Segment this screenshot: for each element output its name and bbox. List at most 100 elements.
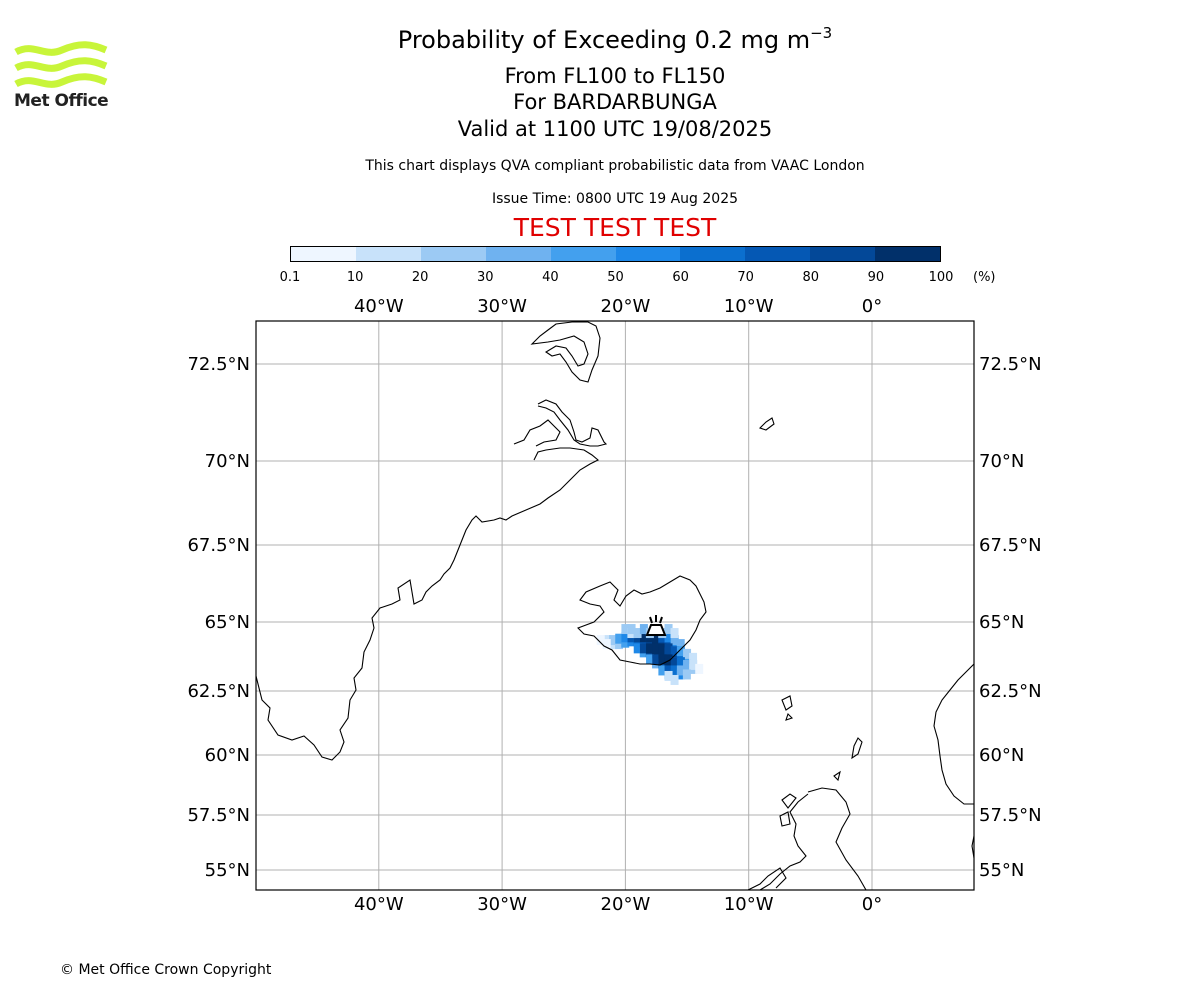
chart-title: Probability of Exceeding 0.2 mg m−3 [397,24,833,54]
plume-cell [664,624,673,635]
latitude-label: 62.5°N [979,681,1042,702]
plume-cell [683,648,692,659]
plume-cell [621,632,630,643]
plume-cell [664,665,673,676]
latitude-label: 55°N [979,860,1024,881]
longitude-label: 30°W [477,894,527,915]
ireland-coastline [747,867,787,890]
latitude-label: 62.5°N [187,681,250,702]
plume-cell [664,643,673,654]
latitude-label: 57.5°N [187,805,250,826]
longitude-label: 40°W [354,894,404,915]
colorbar-segment [810,247,876,261]
plume-cell [670,646,679,657]
plume-cell [689,652,698,663]
latitude-label: 65°N [205,612,250,633]
map-background [256,321,974,890]
colorbar-segment [550,247,616,261]
plume-cell [621,624,630,635]
latitude-label: 57.5°N [979,805,1042,826]
latitude-label: 60°N [979,745,1024,766]
latitude-label: 67.5°N [979,535,1042,556]
colorbar-segment [355,247,421,261]
colorbar-tick-label: 0.1 [279,270,301,285]
colorbar-tick-label: 70 [737,270,754,285]
denmark-coastline [971,835,974,859]
faroe-islands-coastline [781,695,794,721]
plume-cell [639,643,648,654]
plume-cell [658,643,667,654]
plume-cell [615,639,624,650]
colorbar-tick-label: 80 [802,270,820,285]
latitude-label: 72.5°N [979,354,1042,375]
longitude-label: 10°W [724,296,774,317]
colorbar-tick-label: 90 [867,270,885,285]
plume-cell [652,632,661,643]
copyright-notice: © Met Office Crown Copyright [60,962,272,978]
plume-cell [646,643,655,654]
colorbar-unit: (%) [973,270,996,285]
latitude-label: 70°N [979,451,1024,472]
coastlines [256,321,974,890]
colorbar-segment [420,247,486,261]
plume-cell [689,659,698,670]
plume-cell [676,646,685,657]
graticule [256,321,974,890]
plume-cell [652,643,661,654]
greenland-fjords [513,321,608,447]
colorbar-segment [680,247,746,261]
chart-description: This chart displays QVA compliant probab… [365,158,865,174]
issue-time: Issue Time: 0800 UTC 19 Aug 2025 [491,191,739,207]
colorbar-segment [485,247,551,261]
plume-cell [670,628,679,639]
plume-cell [627,624,636,635]
plume-cell [670,674,679,685]
latitude-label: 67.5°N [187,535,250,556]
logo-wordmark: Met Office [14,91,109,111]
colorbar-segment [291,247,356,261]
plume-cell [676,665,685,676]
plume-cell [615,633,624,644]
latitude-labels-right: 72.5°N 70°N 67.5°N 65°N 62.5°N 60°N 57.5°N 55°N [979,354,1042,881]
plume-cell [621,637,630,648]
plume-cell [633,643,642,654]
plume-cell [676,657,685,668]
latitude-label: 55°N [205,860,250,881]
plume-cell [682,669,691,680]
test-banner: TEST TEST TEST [513,213,717,242]
plume-cell [596,635,605,646]
latitude-label: 72.5°N [187,354,250,375]
iceland-coastline [577,575,707,666]
longitude-label: 0° [862,296,882,317]
latitude-label: 70°N [205,451,250,472]
plume-cell [639,632,648,643]
latitude-labels-left: 72.5°N 70°N 67.5°N 65°N 62.5°N 60°N 57.5°N 55°N [187,354,250,881]
norway-coastline [933,663,974,805]
plume-cell [664,670,673,681]
plume-cell [664,632,673,643]
plume-cell [609,635,618,646]
jan-mayen-coastline [758,417,775,431]
plume-cell [670,657,679,668]
longitude-labels-bottom: 40°W 30°W 20°W 10°W 0° [354,894,882,915]
colorbar-segment [745,247,811,261]
plume-cell [695,663,704,674]
longitude-labels-top: 40°W 30°W 20°W 10°W 0° [354,296,882,317]
colorbar-segment [615,247,681,261]
longitude-label: 20°W [601,894,651,915]
colorbar-tick-label: 40 [542,270,559,285]
plume-cell [646,654,655,665]
valid-time: Valid at 1100 UTC 19/08/2025 [457,117,773,141]
plume-cell [602,639,611,650]
longitude-label: 40°W [354,296,404,317]
scotland-coastline [759,770,867,890]
longitude-label: 20°W [601,296,651,317]
plume-cell [639,624,648,635]
plume-cell [670,665,679,676]
longitude-label: 0° [862,894,882,915]
plume-cell [676,639,685,650]
plume-cell [670,635,679,646]
colorbar-tick-label: 10 [346,270,364,285]
met-office-logo [14,41,108,88]
